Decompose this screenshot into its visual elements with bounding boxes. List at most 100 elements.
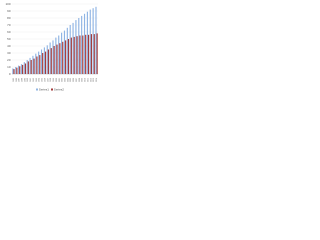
x-tick-label: 1993 — [36, 78, 38, 82]
bar — [95, 6, 97, 74]
legend-swatch — [51, 88, 53, 91]
bar — [46, 45, 48, 74]
bar — [61, 32, 63, 74]
x-tick-label: 1997 — [47, 78, 49, 82]
x-tick-label: 1999 — [53, 78, 55, 82]
y-tick-label: 20 — [7, 58, 11, 62]
bar — [20, 64, 23, 74]
x-tick-label: 1991 — [30, 78, 32, 82]
y-tick-label: 60 — [7, 30, 11, 34]
bar — [52, 40, 54, 74]
bar — [44, 51, 47, 74]
bar — [87, 34, 90, 74]
legend-swatch — [36, 88, 38, 91]
bar — [73, 36, 75, 74]
bar — [86, 11, 88, 74]
bar — [33, 58, 35, 74]
bar — [16, 67, 18, 74]
x-tick-label: 2008 — [79, 78, 81, 82]
x-tick-label: 1998 — [50, 78, 52, 82]
x-tick-label: 2009 — [82, 78, 84, 82]
page: 0 10 20 30 40 50 60 70 80 90 100 1985 1986 1987 1988 19… — [0, 0, 100, 100]
x-tick-label: 2006 — [73, 78, 75, 82]
y-tick-label: 90 — [7, 9, 11, 13]
bar — [96, 33, 98, 74]
x-tick-label: 2000 — [56, 78, 58, 82]
y-tick-label: 50 — [7, 37, 11, 41]
bar — [43, 47, 45, 74]
bar — [26, 60, 28, 74]
bar — [89, 9, 91, 75]
bar — [35, 53, 37, 74]
x-tick-label: 2013 — [93, 78, 95, 82]
bar — [82, 35, 84, 74]
bar — [53, 46, 55, 74]
bar — [15, 67, 17, 74]
x-tick-label: 2007 — [76, 78, 78, 82]
bar — [90, 34, 92, 74]
bar — [49, 42, 51, 74]
bar — [18, 65, 20, 74]
bar — [42, 53, 44, 74]
x-tick-label: 2012 — [90, 78, 92, 82]
legend-label: Series2 — [54, 87, 65, 91]
bar — [24, 63, 27, 74]
bar — [79, 35, 81, 74]
bar — [23, 62, 25, 74]
legend-label: Series1 — [39, 87, 50, 91]
bar — [63, 30, 66, 75]
x-tick-label: 1990 — [27, 78, 29, 82]
x-tick-label: 1987 — [19, 78, 21, 82]
bar — [72, 22, 74, 74]
bar — [67, 39, 70, 74]
bar — [29, 57, 31, 74]
y-tick-label: 100 — [5, 2, 10, 6]
x-tick-label: 2005 — [70, 78, 72, 82]
bar — [27, 61, 29, 74]
bar — [39, 55, 41, 74]
y-tick-label: 70 — [7, 23, 11, 27]
x-tick-label: 2003 — [65, 78, 67, 82]
bar — [69, 25, 71, 74]
bar — [38, 51, 40, 74]
x-tick-label: 2002 — [62, 78, 64, 82]
bar — [92, 8, 94, 75]
bar — [78, 18, 80, 74]
bar — [50, 48, 52, 74]
bar — [32, 55, 34, 74]
bar — [55, 37, 57, 74]
bar — [19, 66, 21, 74]
bar — [65, 40, 67, 74]
x-tick-label: 1995 — [42, 78, 44, 82]
y-tick-label: 30 — [7, 51, 11, 55]
bar — [85, 34, 87, 74]
bar — [56, 44, 58, 74]
bar — [58, 35, 60, 74]
bar — [30, 60, 32, 74]
bar — [36, 56, 38, 74]
bar — [75, 20, 77, 75]
x-tick-label: 1989 — [24, 78, 26, 82]
bar — [22, 64, 24, 74]
x-tick-label: 1988 — [22, 78, 24, 82]
y-tick-label: 40 — [7, 44, 11, 48]
x-tick-label: 2010 — [85, 78, 87, 82]
bar — [81, 15, 83, 74]
x-tick-label: 1985 — [13, 78, 15, 82]
x-tick-label: 1986 — [16, 78, 18, 82]
bar — [83, 13, 86, 75]
x-tick-label: 1992 — [33, 78, 35, 82]
x-tick-label: 1996 — [44, 78, 46, 82]
bar — [40, 49, 43, 74]
x-tick-label: 2004 — [67, 78, 69, 82]
bar — [76, 36, 78, 74]
x-tick-label: 1994 — [39, 78, 41, 82]
bar — [62, 41, 64, 74]
bar — [47, 49, 49, 74]
bar — [59, 43, 61, 74]
x-tick-label: 2011 — [87, 78, 89, 82]
x-tick-label: 2014 — [96, 78, 98, 82]
y-tick-label: 80 — [7, 16, 11, 20]
x-tick-label: 2001 — [59, 78, 61, 82]
